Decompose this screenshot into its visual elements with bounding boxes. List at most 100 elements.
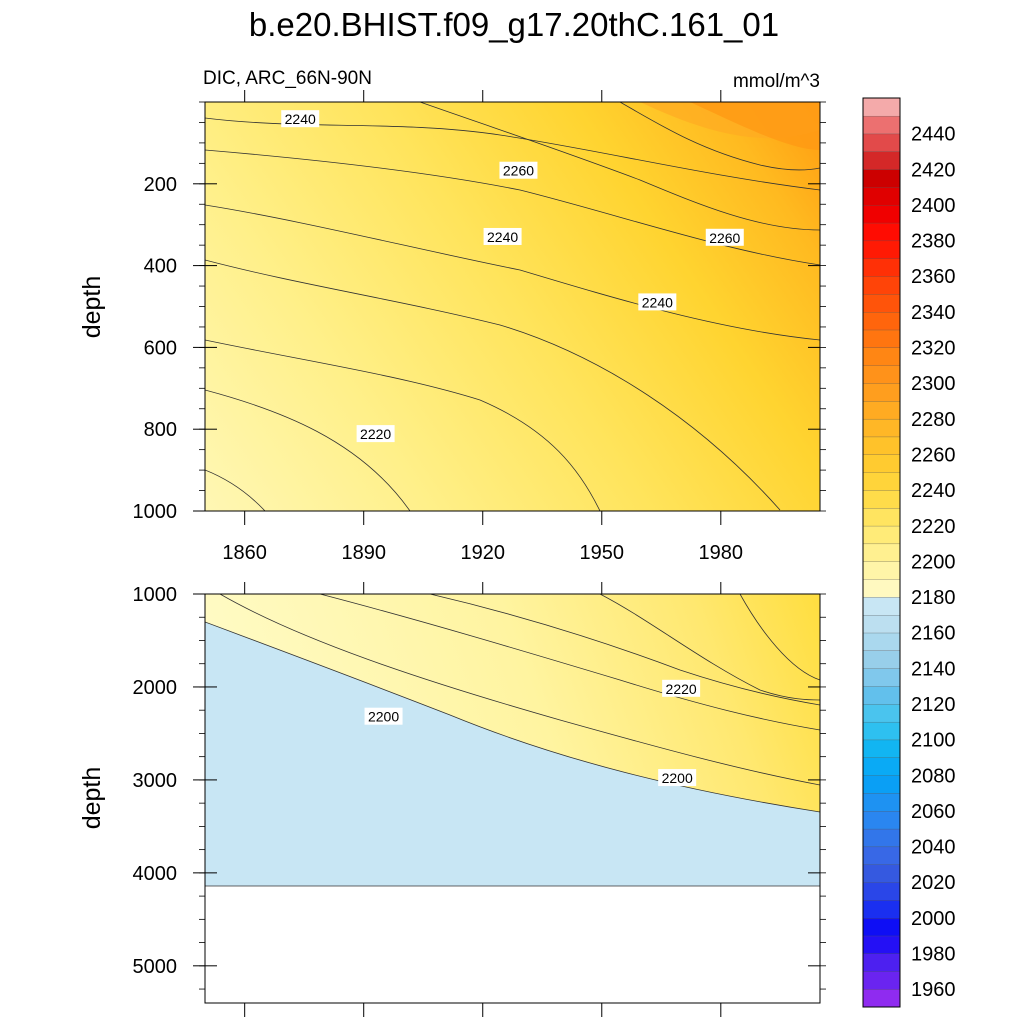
ytick-label: 400 (144, 256, 177, 278)
colorbar-swatch (862, 525, 901, 545)
colorbar-swatch (862, 846, 901, 865)
colorbar-swatch (862, 204, 901, 224)
contour-label-text: 2200 (662, 770, 693, 786)
contour-label: 2200 (364, 707, 403, 725)
colorbar-swatch (862, 899, 901, 919)
colorbar-tick-label: 1960 (911, 979, 956, 1001)
colorbar-swatch (862, 222, 901, 242)
variable-label: DIC, ARC_66N-90N (203, 68, 372, 89)
colorbar-swatch (862, 632, 901, 651)
xtick-label: 1920 (460, 542, 505, 564)
colorbar-swatch (862, 133, 901, 152)
contour-label: 2260 (499, 161, 538, 179)
contour-label: 2240 (638, 293, 677, 311)
colorbar-swatch (862, 579, 901, 598)
colorbar-tick-label: 2340 (911, 302, 956, 324)
colorbar-swatch (862, 864, 901, 883)
colorbar-swatch (862, 882, 901, 901)
ytick-label: 4000 (133, 863, 178, 885)
contour-label: 2240 (483, 227, 522, 245)
colorbar-swatch (862, 115, 901, 135)
ytick-label: 800 (144, 419, 177, 441)
ytick-label: 5000 (133, 956, 178, 978)
colorbar-swatch (862, 436, 901, 455)
colorbar-tick-label: 2080 (911, 765, 956, 787)
chart-title: b.e20.BHIST.f09_g17.20thC.161_01 (249, 6, 779, 43)
xtick-label: 1890 (341, 542, 386, 564)
colorbar-tick-label: 2220 (911, 516, 956, 538)
xtick-label: 1980 (699, 542, 744, 564)
colorbar-swatch (862, 151, 901, 170)
colorbar-swatch (862, 686, 901, 705)
colorbar-swatch (862, 614, 901, 634)
contour-label-text: 2240 (642, 294, 673, 310)
colorbar-swatch (862, 293, 901, 313)
contour-label-text: 2260 (503, 163, 534, 179)
ytick-label: 200 (144, 174, 177, 196)
contour-label: 2220 (356, 425, 395, 443)
colorbar-swatch (862, 365, 901, 384)
colorbar-tick-label: 2200 (911, 551, 956, 573)
colorbar-swatch (862, 810, 901, 830)
colorbar-swatch (862, 418, 901, 438)
colorbar-tick-label: 2160 (911, 623, 956, 645)
contour-label-text: 2240 (285, 111, 316, 127)
colorbar-swatch (862, 917, 901, 937)
colorbar-tick-label: 2180 (911, 587, 956, 609)
colorbar-swatch (862, 650, 901, 669)
colorbar-swatch (862, 489, 901, 509)
colorbar-tick-label: 2120 (911, 694, 956, 716)
colorbar-tick-label: 2380 (911, 231, 956, 253)
colorbar-tick-label: 2240 (911, 480, 956, 502)
contour-label-text: 2240 (487, 229, 518, 245)
colorbar-swatch (862, 721, 901, 741)
colorbar-swatch (862, 311, 901, 331)
xtick-label: 1950 (580, 542, 625, 564)
colorbar-swatch (862, 507, 901, 527)
colorbar-swatch (862, 971, 901, 990)
colorbar-swatch (862, 775, 901, 794)
colorbar-tick-label: 2040 (911, 837, 956, 859)
colorbar-frame (862, 97, 901, 1008)
colorbar-swatch (862, 989, 901, 1008)
colorbar-tick-label: 2100 (911, 730, 956, 752)
colorbar-swatch (862, 543, 901, 562)
colorbar-swatch (862, 953, 901, 972)
contour-label-text: 2220 (666, 681, 697, 697)
units-label: mmol/m^3 (733, 71, 820, 92)
ytick-label: 1000 (133, 584, 178, 606)
colorbar-tick-label: 2300 (911, 373, 956, 395)
contour-label-text: 2200 (368, 709, 399, 725)
colorbar-swatch (862, 792, 901, 812)
ytick-label: 3000 (133, 770, 178, 792)
colorbar: 2440 2420 2400 2380 2360 2340 2320 2300 2280 2260… (862, 97, 956, 1008)
lower-ylabel: depth (78, 767, 106, 830)
ytick-label: 2000 (133, 677, 178, 699)
contour-label: 2240 (281, 110, 320, 128)
colorbar-tick-label: 2400 (911, 195, 956, 217)
colorbar-tick-label: 2440 (911, 124, 956, 146)
colorbar-swatch (862, 276, 901, 295)
colorbar-swatch (862, 561, 901, 580)
colorbar-tick-label: 2280 (911, 409, 956, 431)
colorbar-tick-label: 1980 (911, 944, 956, 966)
colorbar-tick-label: 2000 (911, 908, 956, 930)
colorbar-tick-label: 2020 (911, 872, 956, 894)
xtick-label: 1860 (222, 542, 267, 564)
contour-label: 2260 (705, 228, 744, 246)
colorbar-swatch (862, 329, 901, 348)
colorbar-swatch (862, 383, 901, 402)
colorbar-tick-label: 2420 (911, 159, 956, 181)
colorbar-swatch (862, 935, 901, 954)
colorbar-tick-label: 2060 (911, 801, 956, 823)
colorbar-swatch (862, 186, 901, 206)
contour-label-text: 2260 (709, 230, 740, 246)
colorbar-swatch (862, 757, 901, 776)
colorbar-swatch (862, 828, 901, 848)
colorbar-swatch (862, 400, 901, 420)
colorbar-swatch (862, 739, 901, 758)
ytick-label: 1000 (133, 501, 178, 523)
contour-label: 2220 (662, 679, 701, 697)
colorbar-swatch (862, 703, 901, 723)
